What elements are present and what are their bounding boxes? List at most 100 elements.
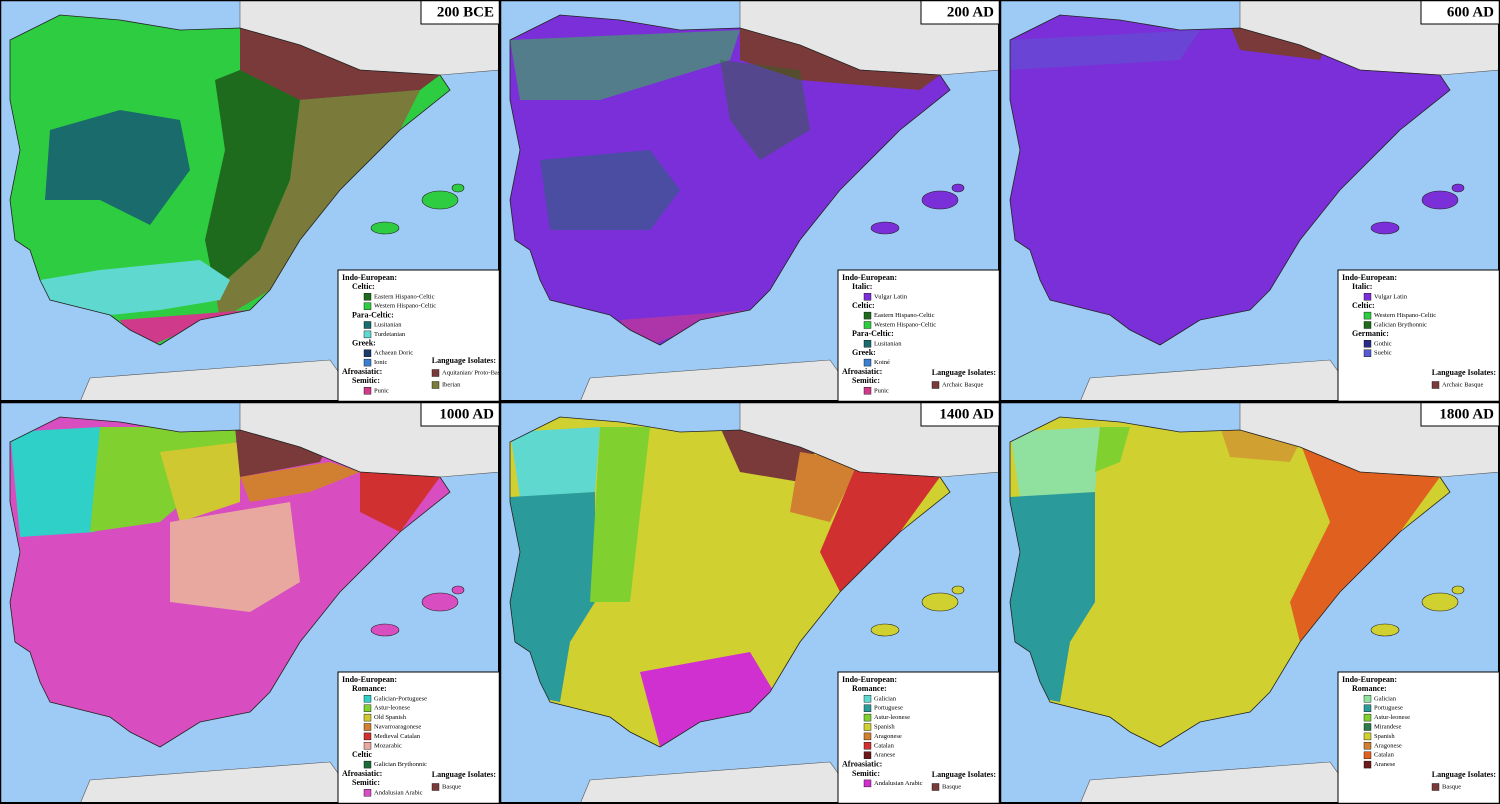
legend-label: Astur-leonese [874,714,910,721]
region [790,452,860,522]
land [510,417,950,747]
legend-swatch [363,704,372,712]
legend-label: Punic [874,387,889,394]
legend-heading: Indo-European: [842,273,897,282]
island [451,183,465,193]
legend-label: Mirandese [1374,723,1402,730]
africa [1080,359,1359,400]
map-panel: 1800 AD Indo-European:Romance: Galician Por… [999,401,1500,804]
legend-swatch [863,387,872,395]
legend-swatch [863,321,872,329]
isolates-title: Language Isolates: [1432,368,1496,377]
panel-title: 1000 AD [439,406,494,422]
region [170,502,300,612]
island [870,623,900,637]
coastline [9,416,451,748]
region [45,110,190,225]
africa [80,761,359,802]
panel-title: 600 AD [1447,4,1494,20]
legend-heading: Afroasiatic: [342,769,382,778]
island [421,190,459,210]
legend-swatch [863,340,872,348]
legend-heading: Para-Celtic: [852,329,894,338]
legend-heading: Afroasiatic: [842,367,882,376]
legend-heading: Indo-European: [1342,675,1397,684]
legend-heading: Celtic [352,750,372,759]
legend-label: Portuguese [874,705,903,712]
legend-heading: Celtic: [352,282,375,291]
island [1451,585,1465,595]
region [540,150,680,230]
legend-label: Koiné [874,359,890,366]
legend-label: Iberian [442,381,461,388]
island [370,623,400,637]
title-box [420,401,501,427]
region [240,462,360,502]
land [10,15,450,345]
legend-label: Galician Brythonnic [374,761,427,768]
legend-heading: Indo-European: [1342,273,1397,282]
legend-swatch [1363,751,1372,759]
legend-label: Gothic [1374,340,1392,347]
legend-label: Navarroaragonese [374,723,421,730]
legend-swatch [363,742,372,750]
title-box [420,0,501,25]
legend-label: Vulgar Latin [874,293,908,300]
island [1370,623,1400,637]
region [1095,427,1130,472]
panel-border [499,0,1001,403]
region [510,427,600,497]
legend-swatch [363,358,372,367]
africa [80,359,359,400]
island [421,592,459,612]
legend-swatch [1363,723,1372,731]
island [1451,183,1465,193]
island [951,585,965,595]
legend-swatch [363,760,372,769]
island [451,585,465,595]
region [720,60,810,160]
legend-heading: Semitic: [352,376,380,385]
island [1370,221,1400,235]
legend-heading: Romance: [1352,684,1387,693]
region [1010,427,1100,497]
legend-label: Aquitanian/ Proto-Basque [442,369,510,376]
region [1010,492,1095,702]
legend-swatch [863,311,872,320]
legend-swatch [363,302,372,310]
legend-heading: Italic: [1352,282,1372,291]
legend-label: Portuguese [1374,705,1403,712]
coastline [509,14,951,346]
coastline [1009,14,1451,346]
legend-swatch [863,742,872,750]
region [510,15,950,345]
legend-label: Achaean Doric [374,350,413,357]
legend-swatch [863,358,872,367]
legend-label: Basque [442,783,461,790]
coastline [9,14,451,346]
legend-swatch [863,713,872,722]
region [640,652,780,747]
legend-label: Andalusian Arabic [874,780,923,787]
region [1290,442,1440,642]
legend-swatch [931,783,940,791]
legend-box [837,269,1001,403]
legend-swatch [363,713,372,722]
legend-swatch [1363,742,1372,750]
legend-swatch [863,695,872,703]
map [0,0,498,400]
legend-swatch [363,321,372,329]
region [820,457,940,592]
region [510,492,595,702]
legend-heading: Greek: [852,348,876,357]
panel-title: 200 BCE [437,4,494,20]
africa [1080,761,1359,802]
legend-swatch [1363,321,1372,329]
legend-swatch [1363,704,1372,712]
legend-heading: Indo-European: [842,675,897,684]
legend-label: Turdetanian [374,331,406,338]
legend-heading: Italic: [852,282,872,291]
region [360,462,440,532]
map-panel: 200 BCE Indo-European:Celtic: Eastern Hisp… [0,0,510,403]
